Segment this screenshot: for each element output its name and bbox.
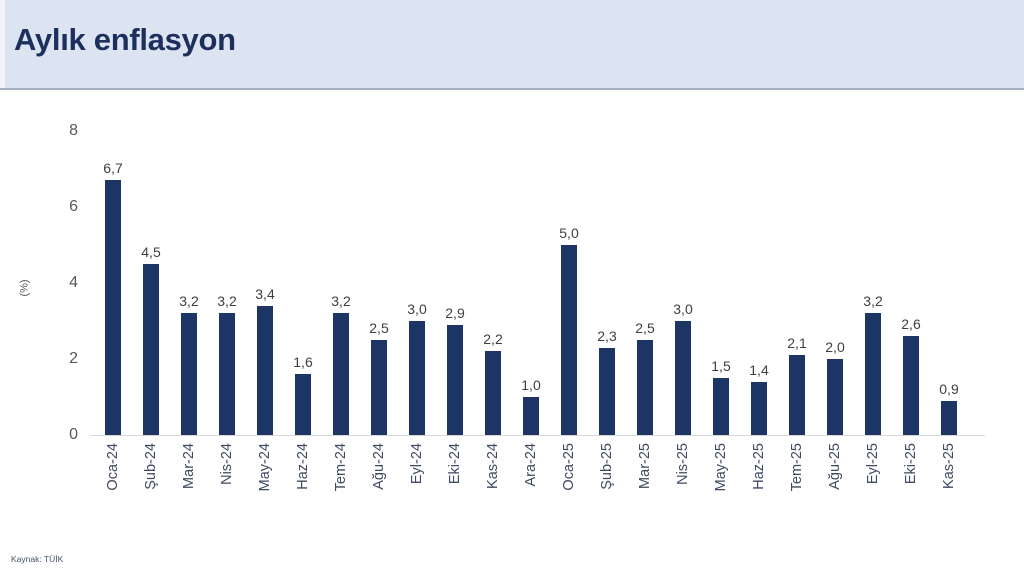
bar: [827, 359, 843, 435]
x-tick-label: Nis-25: [675, 443, 691, 485]
bar-value-label: 2,6: [901, 316, 921, 333]
bar-value-label: 3,0: [407, 301, 427, 317]
bar-value-label: 2,5: [369, 320, 389, 336]
bar: [219, 313, 235, 435]
y-tick-label: 4: [69, 274, 78, 291]
bar: [903, 336, 919, 435]
bar-value-label: 4,5: [141, 244, 161, 260]
y-tick-label: 8: [69, 122, 78, 139]
bar-value-label: 3,2: [217, 293, 237, 310]
bar-value-label: 3,0: [673, 301, 693, 317]
bar: [675, 321, 691, 435]
bar-value-label: 3,4: [255, 285, 275, 302]
bar-value-label: 0,9: [939, 380, 959, 397]
x-tick-label: Nis-24: [219, 443, 235, 485]
y-tick-label: 2: [69, 350, 78, 367]
bar-value-label: 2,5: [635, 320, 655, 336]
x-tick-label: Eyl-25: [865, 443, 881, 485]
bar: [333, 313, 349, 435]
bar-value-label: 1,4: [749, 361, 769, 378]
bar: [751, 381, 767, 435]
bar-value-label: 1,0: [521, 377, 541, 393]
bar-value-label: 1,5: [711, 358, 731, 374]
x-tick-label: May-25: [713, 443, 729, 492]
x-tick-label: Kas-25: [941, 443, 957, 489]
bar-value-label: 3,2: [331, 293, 351, 310]
page-title: Aylık enflasyon: [14, 22, 236, 57]
bar-value-label: 3,2: [179, 293, 199, 310]
bar: [105, 180, 121, 435]
x-tick-label: Ağu-24: [371, 443, 387, 490]
bar: [257, 305, 273, 435]
x-tick-label: Eki-24: [447, 443, 463, 485]
x-tick-label: Ara-24: [523, 443, 539, 487]
bar: [181, 313, 197, 435]
header: Aylık enflasyon: [0, 0, 1024, 90]
bar-value-label: 2,2: [483, 331, 503, 348]
x-tick-label: May-24: [257, 443, 273, 492]
x-tick-label: Haz-24: [295, 443, 311, 490]
bar: [409, 321, 425, 435]
bar-value-label: 5,0: [559, 225, 579, 241]
bar: [865, 313, 881, 435]
bar: [371, 340, 387, 435]
bar-value-label: 2,3: [597, 327, 617, 344]
bar-value-label: 2,0: [825, 339, 845, 355]
x-tick-label: Tem-24: [333, 443, 349, 492]
bar-value-label: 2,9: [445, 304, 465, 321]
bar: [143, 264, 159, 435]
bar: [941, 400, 957, 435]
x-tick-label: Haz-25: [751, 443, 767, 490]
bar: [447, 324, 463, 435]
x-tick-label: Mar-25: [637, 443, 653, 489]
bar: [713, 378, 729, 435]
bar: [599, 347, 615, 435]
source-note: Kaynak: TÜİK: [11, 554, 64, 564]
bar: [295, 374, 311, 435]
x-tick-label: Mar-24: [181, 443, 197, 489]
x-tick-label: Ağu-25: [827, 443, 843, 490]
x-tick-label: Eki-25: [903, 443, 919, 485]
bar: [789, 355, 805, 435]
bar: [637, 340, 653, 435]
x-tick-label: Oca-24: [105, 443, 121, 491]
bar-value-label: 6,7: [103, 160, 123, 177]
bar-value-label: 2,1: [787, 335, 807, 352]
bar-value-label: 1,6: [293, 354, 313, 371]
bar: [561, 245, 577, 435]
x-axis-line: [90, 435, 985, 436]
bar: [485, 351, 501, 435]
x-tick-label: Kas-24: [485, 443, 501, 489]
bar-value-label: 3,2: [863, 293, 883, 310]
x-tick-label: Eyl-24: [409, 443, 425, 485]
x-tick-label: Şub-24: [143, 443, 159, 490]
x-tick-label: Oca-25: [561, 443, 577, 491]
y-tick-label: 6: [69, 198, 78, 215]
slide-left-edge: [0, 0, 5, 88]
y-tick-label: 0: [69, 426, 78, 443]
bar: [523, 397, 539, 435]
x-tick-label: Tem-25: [789, 443, 805, 492]
x-tick-label: Şub-25: [599, 443, 615, 490]
